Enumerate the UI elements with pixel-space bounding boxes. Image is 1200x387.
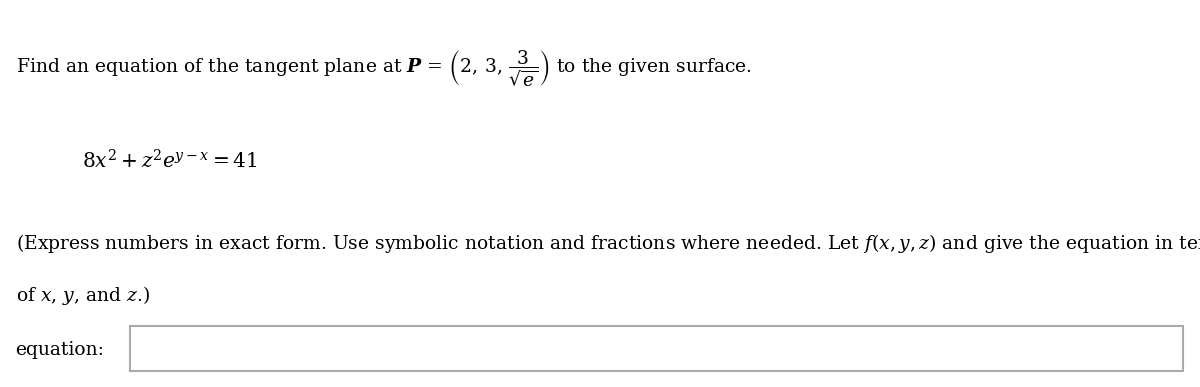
Text: $8x^2 + z^2e^{y-x} = 41$: $8x^2 + z^2e^{y-x} = 41$ <box>82 149 257 172</box>
Text: of $x$, $y$, and $z$.): of $x$, $y$, and $z$.) <box>16 284 150 307</box>
FancyBboxPatch shape <box>130 326 1183 371</box>
Text: (Express numbers in exact form. Use symbolic notation and fractions where needed: (Express numbers in exact form. Use symb… <box>16 232 1200 255</box>
Text: equation:: equation: <box>16 341 104 359</box>
Text: Find an equation of the tangent plane at $\boldsymbol{P}$ = $\left(2,\,3,\,\dfra: Find an equation of the tangent plane at… <box>16 48 751 89</box>
